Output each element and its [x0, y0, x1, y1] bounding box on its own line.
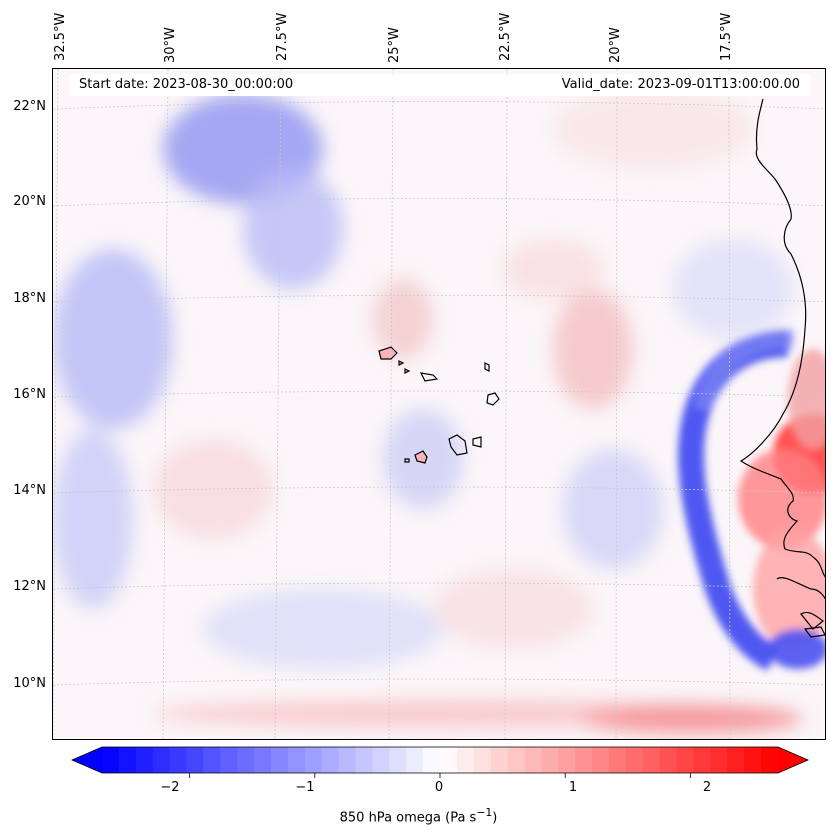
- colorbar-tick-label: 0: [434, 780, 444, 795]
- lat-label: 10°N: [13, 676, 46, 691]
- colorbar: [70, 746, 810, 778]
- colorbar-segment: [237, 747, 255, 773]
- colorbar-segment: [473, 747, 492, 773]
- omega-ring-feature: [678, 329, 825, 671]
- lon-label: 22.5°W: [498, 12, 513, 61]
- colorbar-tick-label: 1: [568, 780, 578, 795]
- colorbar-segment: [423, 747, 441, 773]
- omega-field-patches: [53, 89, 803, 733]
- colorbar-label-unit: −1: [476, 806, 493, 819]
- lon-label: 27.5°W: [275, 12, 290, 61]
- colorbar-tick-label: −2: [160, 780, 180, 795]
- lon-label: 17.5°W: [719, 12, 734, 61]
- colorbar-segment: [372, 747, 390, 773]
- colorbar-segment: [507, 747, 525, 773]
- colorbar-segment: [440, 747, 458, 773]
- colorbar-tick-label: −1: [295, 780, 315, 795]
- colorbar-segment: [710, 747, 728, 773]
- header-band: [70, 74, 810, 96]
- colorbar-segment: [169, 747, 187, 773]
- colorbar-segment: [524, 747, 542, 773]
- colorbar-segment: [592, 747, 610, 773]
- colorbar-segment: [727, 747, 745, 773]
- colorbar-segment: [575, 747, 593, 773]
- start-date-label: Start date: 2023-08-30_00:00:00: [79, 77, 294, 92]
- colorbar-segment: [102, 747, 120, 773]
- colorbar-segment: [490, 747, 509, 773]
- map-frame: [52, 68, 826, 740]
- colorbar-segment: [642, 747, 661, 773]
- colorbar-segment: [406, 747, 424, 773]
- colorbar-segment: [693, 747, 711, 773]
- colorbar-segments: [72, 747, 808, 773]
- colorbar-segment: [355, 747, 373, 773]
- graticule: [53, 69, 825, 739]
- colorbar-segment: [625, 747, 644, 773]
- colorbar-segment: [541, 747, 559, 773]
- colorbar-label-text: 850 hPa omega (Pa s: [339, 810, 477, 826]
- colorbar-label: 850 hPa omega (Pa s−1): [0, 806, 837, 825]
- colorbar-segment: [609, 747, 627, 773]
- colorbar-segment: [254, 747, 272, 773]
- colorbar-segment: [389, 747, 407, 773]
- colorbar-segment: [744, 747, 762, 773]
- lon-label: 30°W: [163, 27, 178, 63]
- lon-label: 25°W: [387, 27, 402, 63]
- colorbar-ticks: [189, 773, 691, 778]
- lat-label: 18°N: [13, 291, 46, 306]
- colorbar-extend-max: [778, 747, 808, 773]
- colorbar-extend-min: [72, 747, 102, 773]
- colorbar-segment: [152, 747, 171, 773]
- colorbar-segment: [676, 747, 694, 773]
- coastline: [739, 98, 825, 638]
- colorbar-segment: [338, 747, 356, 773]
- lat-label: 20°N: [13, 194, 46, 209]
- colorbar-segment: [271, 747, 289, 773]
- lat-label: 14°N: [13, 483, 46, 498]
- colorbar-segment: [186, 747, 204, 773]
- colorbar-segment: [203, 747, 221, 773]
- colorbar-segment: [321, 747, 340, 773]
- colorbar-segment: [304, 747, 323, 773]
- valid-date-label: Valid_date: 2023-09-01T13:00:00.00: [561, 77, 800, 92]
- colorbar-segment: [761, 747, 779, 773]
- cape-verde-islands: [378, 346, 500, 464]
- colorbar-segment: [558, 747, 576, 773]
- colorbar-label-close: ): [492, 810, 498, 826]
- omega-field-map: [53, 69, 825, 739]
- colorbar-segment: [220, 747, 238, 773]
- colorbar-segment: [135, 747, 154, 773]
- colorbar-segment: [287, 747, 306, 773]
- colorbar-tick-label: 2: [702, 780, 712, 795]
- lon-label: 20°W: [608, 27, 623, 63]
- lon-label: 32.5°W: [53, 12, 68, 61]
- colorbar-segment: [456, 747, 475, 773]
- lat-label: 22°N: [13, 99, 46, 114]
- lat-label: 12°N: [13, 579, 46, 594]
- colorbar-segment: [118, 747, 137, 773]
- colorbar-segment: [659, 747, 678, 773]
- colorbar-outline: [70, 746, 810, 774]
- lat-label: 16°N: [13, 387, 46, 402]
